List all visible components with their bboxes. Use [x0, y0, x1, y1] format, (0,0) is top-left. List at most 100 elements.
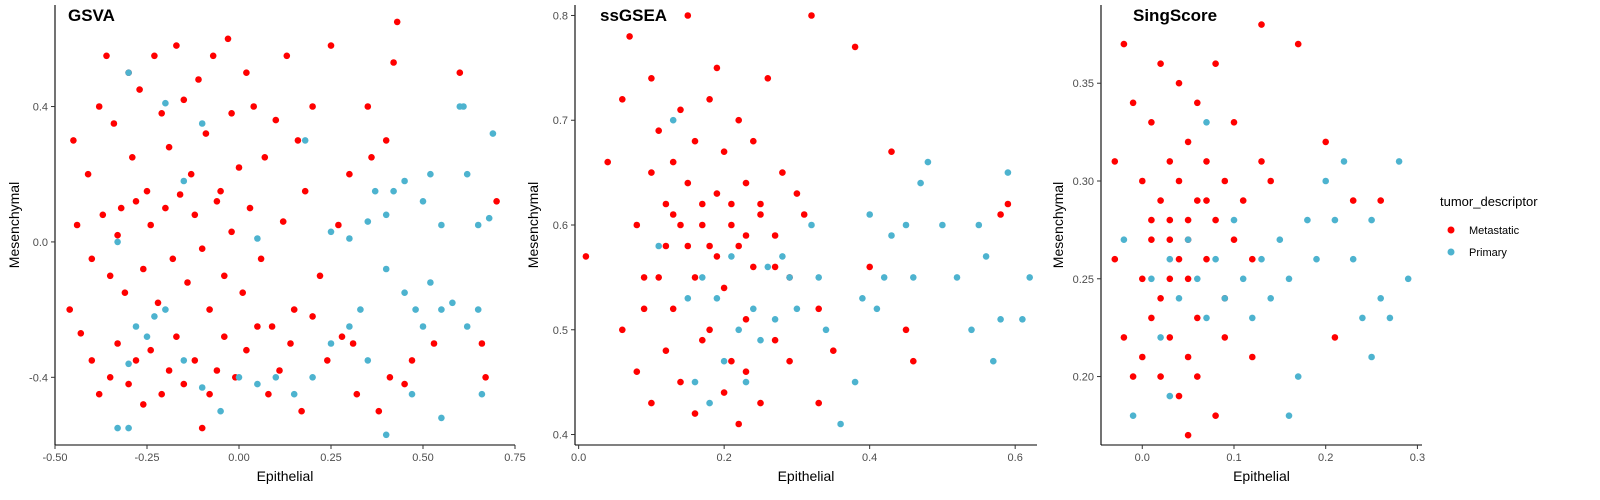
point-primary-3: [1157, 334, 1164, 341]
point-primary-45: [151, 313, 158, 320]
point-metastatic-45: [140, 265, 147, 273]
point-primary-36: [982, 253, 990, 260]
point-primary-3: [691, 378, 699, 386]
point-primary-25: [873, 305, 881, 313]
point-primary-46: [143, 333, 151, 341]
point-metastatic-31: [1258, 21, 1265, 28]
point-metastatic-70: [408, 357, 416, 364]
x-tick-label: 0.0: [1135, 452, 1150, 464]
point-metastatic-50: [176, 191, 184, 198]
y-tick-label: 0.0: [33, 237, 48, 249]
point-metastatic-30: [1249, 255, 1256, 263]
point-metastatic-86: [173, 333, 180, 341]
y-tick-label: 0.35: [1073, 78, 1094, 90]
point-primary-50: [125, 424, 132, 432]
point-metastatic-59: [246, 204, 254, 212]
point-metastatic-90: [206, 390, 213, 398]
point-metastatic-17: [202, 130, 210, 137]
y-tick-label: 0.30: [1073, 176, 1094, 188]
point-primary-22: [1331, 216, 1339, 224]
point-metastatic-2: [619, 96, 626, 103]
legend-marker-metastatic: [1447, 226, 1455, 234]
point-metastatic-3: [626, 33, 633, 40]
point-primary-39: [1004, 169, 1012, 176]
point-primary-26: [1368, 216, 1375, 224]
point-primary-9: [364, 218, 372, 225]
point-primary-44: [162, 306, 169, 313]
point-metastatic-23: [713, 64, 721, 72]
point-primary-13: [401, 177, 408, 185]
point-metastatic-15: [1184, 138, 1192, 146]
point-primary-30: [917, 179, 924, 187]
point-metastatic-78: [106, 374, 114, 381]
x-axis-title: Epithelial: [257, 468, 314, 484]
point-primary-33: [1166, 392, 1174, 400]
point-primary-11: [1230, 216, 1238, 224]
point-metastatic-32: [1258, 158, 1265, 165]
x-tick-label: 0.25: [320, 452, 341, 464]
point-primary-30: [1395, 158, 1403, 165]
point-metastatic-64: [301, 187, 309, 195]
point-primary-51: [382, 431, 390, 439]
point-primary-22: [851, 378, 859, 386]
y-axis-title: Mesenchymal: [6, 182, 22, 268]
point-metastatic-41: [106, 272, 114, 280]
point-primary-10: [1221, 295, 1229, 302]
x-tick-label: 0.3: [1410, 452, 1425, 464]
point-metastatic-21: [1203, 158, 1210, 165]
point-primary-5: [254, 235, 261, 242]
x-tick-label: 0.75: [504, 452, 525, 464]
point-metastatic-38: [73, 221, 81, 229]
point-metastatic-32: [364, 103, 372, 110]
point-primary-37: [990, 357, 997, 365]
point-primary-6: [1184, 236, 1192, 243]
point-metastatic-18: [691, 137, 699, 145]
panel-title: GSVA: [68, 6, 115, 25]
point-metastatic-67: [349, 340, 357, 347]
point-metastatic-53: [633, 368, 641, 376]
point-metastatic-19: [699, 200, 706, 208]
x-tick-label: 0.2: [1318, 452, 1333, 464]
point-primary-32: [364, 357, 372, 364]
point-metastatic-73: [771, 263, 779, 271]
point-primary-24: [401, 289, 408, 297]
point-primary-11: [750, 305, 757, 313]
point-metastatic-97: [276, 367, 283, 374]
point-metastatic-20: [699, 336, 706, 344]
point-primary-35: [327, 340, 335, 347]
point-metastatic-4: [1139, 275, 1146, 283]
point-primary-9: [1212, 255, 1219, 263]
legend: tumor_descriptor Metastatic Primary: [1440, 194, 1538, 259]
point-primary-9: [735, 326, 742, 334]
point-metastatic-91: [213, 367, 221, 374]
point-metastatic-22: [706, 242, 713, 250]
point-primary-48: [125, 360, 132, 368]
y-tick-label: 0.20: [1073, 372, 1094, 384]
point-metastatic-59: [720, 389, 728, 396]
point-metastatic-42: [808, 12, 815, 19]
panel-title: SingScore: [1133, 6, 1217, 25]
point-metastatic-26: [272, 116, 280, 124]
point-metastatic-43: [815, 305, 822, 313]
point-primary-13: [1249, 314, 1256, 322]
point-metastatic-71: [430, 340, 438, 347]
point-metastatic-26: [720, 148, 728, 155]
point-metastatic-38: [1377, 197, 1384, 204]
point-primary-20: [474, 221, 482, 229]
point-primary-20: [1313, 255, 1320, 263]
series-primary: [1120, 119, 1412, 420]
point-metastatic-41: [1139, 353, 1146, 361]
point-metastatic-80: [125, 380, 132, 388]
series-metastatic: [1111, 21, 1384, 439]
point-metastatic-25: [261, 154, 269, 161]
point-metastatic-28: [728, 357, 735, 365]
point-primary-12: [757, 336, 764, 344]
point-metastatic-65: [815, 399, 822, 407]
point-metastatic-21: [228, 110, 235, 117]
point-metastatic-16: [195, 76, 202, 83]
point-primary-38: [997, 316, 1004, 323]
point-metastatic-35: [390, 59, 397, 66]
point-metastatic-32: [742, 316, 750, 323]
x-axis-title: Epithelial: [1233, 468, 1290, 484]
point-metastatic-105: [401, 380, 408, 388]
